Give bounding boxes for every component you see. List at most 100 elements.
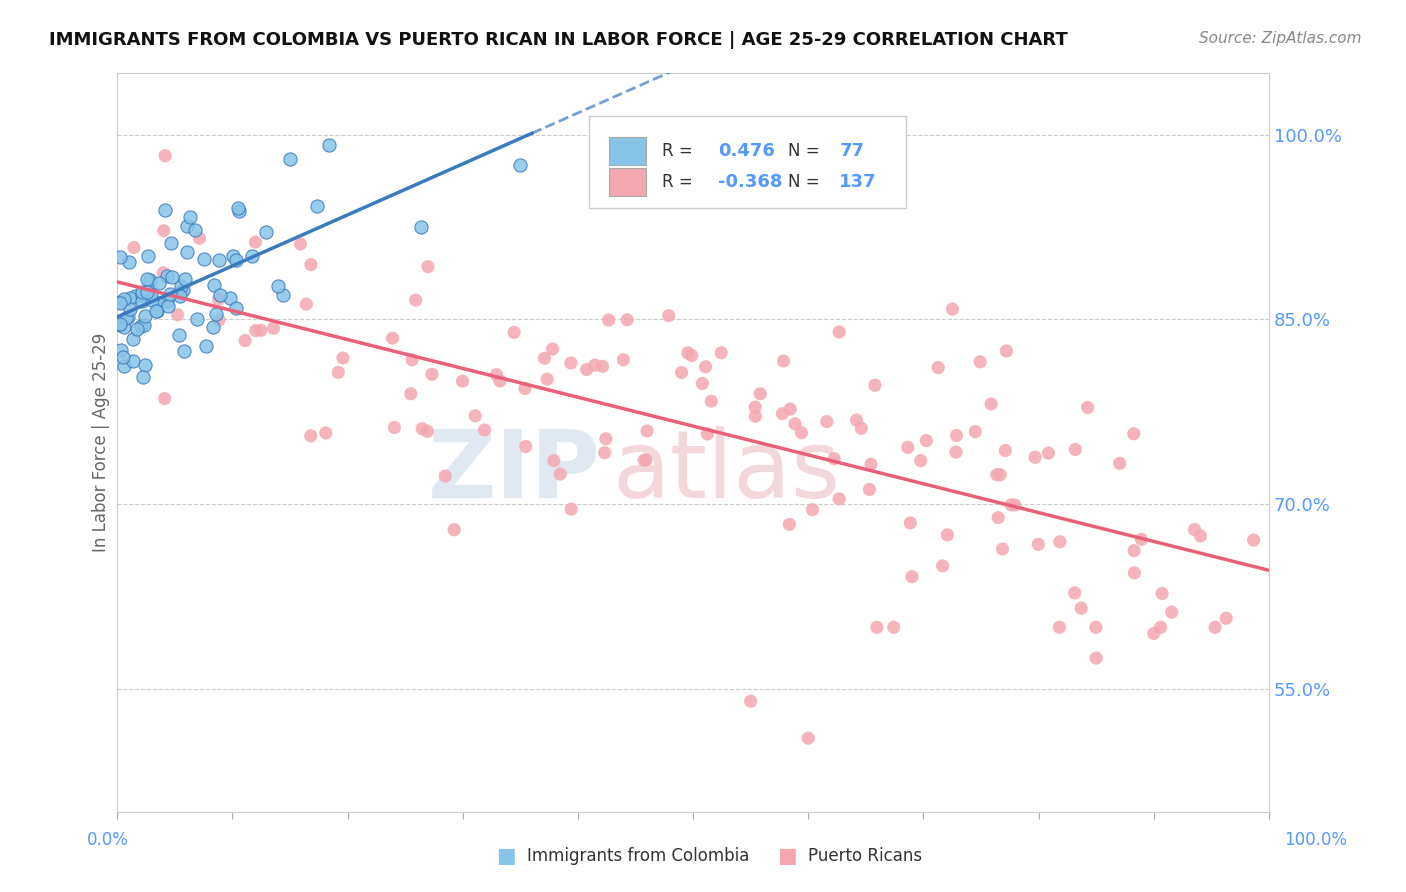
- Point: [936, 528, 959, 542]
- Point: [515, 440, 537, 454]
- Point: [416, 260, 439, 274]
- Point: [132, 318, 155, 332]
- Point: [160, 269, 183, 284]
- Point: [995, 343, 1018, 358]
- Point: [245, 235, 267, 249]
- Point: [156, 294, 179, 309]
- Text: R =: R =: [662, 143, 697, 161]
- Point: [866, 620, 889, 634]
- Point: [299, 429, 322, 443]
- Point: [801, 502, 824, 516]
- Point: [1085, 651, 1108, 665]
- Point: [267, 279, 290, 293]
- Point: [108, 250, 131, 264]
- Point: [1152, 586, 1174, 600]
- Point: [207, 292, 229, 306]
- Point: [134, 358, 156, 372]
- Point: [112, 359, 135, 373]
- Point: [416, 425, 439, 439]
- Point: [988, 467, 1011, 482]
- Point: [117, 254, 139, 268]
- Point: [170, 278, 193, 293]
- Point: [318, 137, 340, 152]
- Point: [1084, 620, 1107, 634]
- Point: [770, 407, 793, 421]
- Point: [986, 467, 1008, 482]
- Point: [1149, 620, 1171, 634]
- Point: [152, 224, 174, 238]
- Point: [915, 434, 938, 448]
- Point: [1123, 543, 1146, 558]
- Point: [166, 308, 188, 322]
- Point: [945, 428, 967, 442]
- Point: [156, 269, 179, 284]
- Point: [201, 320, 224, 334]
- Point: [910, 453, 932, 467]
- Point: [560, 502, 582, 516]
- Point: [409, 220, 432, 235]
- Text: 0.476: 0.476: [718, 143, 775, 161]
- Point: [434, 469, 457, 483]
- Text: Immigrants from Colombia: Immigrants from Colombia: [527, 847, 749, 865]
- Point: [451, 374, 474, 388]
- Point: [222, 249, 245, 263]
- Point: [114, 311, 136, 326]
- Point: [883, 620, 905, 634]
- Point: [994, 443, 1017, 458]
- Point: [225, 301, 247, 315]
- Point: [1108, 456, 1130, 470]
- Point: [1160, 605, 1182, 619]
- Point: [744, 400, 766, 414]
- Point: [548, 467, 571, 482]
- Point: [169, 289, 191, 303]
- Point: [592, 359, 614, 374]
- Point: [1184, 523, 1206, 537]
- Point: [176, 245, 198, 260]
- Point: [186, 311, 208, 326]
- Point: [692, 376, 714, 391]
- Point: [858, 483, 880, 497]
- Point: [124, 289, 146, 303]
- Point: [1063, 586, 1085, 600]
- Point: [202, 277, 225, 292]
- Point: [931, 558, 953, 573]
- Point: [1130, 533, 1153, 547]
- Point: [399, 386, 422, 401]
- Point: [533, 351, 555, 366]
- Point: [851, 421, 873, 435]
- Point: [633, 453, 655, 467]
- Text: ZIP: ZIP: [427, 426, 600, 518]
- Point: [859, 458, 882, 472]
- Point: [188, 231, 211, 245]
- Point: [797, 731, 820, 746]
- FancyBboxPatch shape: [589, 116, 905, 208]
- Point: [146, 296, 169, 310]
- Point: [194, 338, 217, 352]
- Point: [131, 288, 153, 302]
- Point: [153, 392, 176, 406]
- Bar: [609, 169, 645, 196]
- Point: [980, 397, 1002, 411]
- Point: [295, 297, 318, 311]
- Point: [828, 325, 851, 339]
- Point: [152, 266, 174, 280]
- Point: [1070, 601, 1092, 615]
- Text: ■: ■: [778, 847, 797, 866]
- Point: [941, 302, 963, 317]
- Point: [1049, 534, 1071, 549]
- Point: [1143, 626, 1166, 640]
- Point: [332, 351, 354, 365]
- Text: ■: ■: [496, 847, 516, 866]
- Point: [778, 517, 800, 532]
- Point: [208, 288, 231, 302]
- Point: [160, 235, 183, 250]
- Point: [901, 570, 924, 584]
- Text: Source: ZipAtlas.com: Source: ZipAtlas.com: [1198, 31, 1361, 46]
- Point: [658, 309, 681, 323]
- Point: [208, 253, 231, 268]
- Point: [172, 283, 194, 297]
- Point: [108, 296, 131, 310]
- Point: [744, 409, 766, 424]
- Point: [634, 452, 657, 467]
- Point: [815, 415, 838, 429]
